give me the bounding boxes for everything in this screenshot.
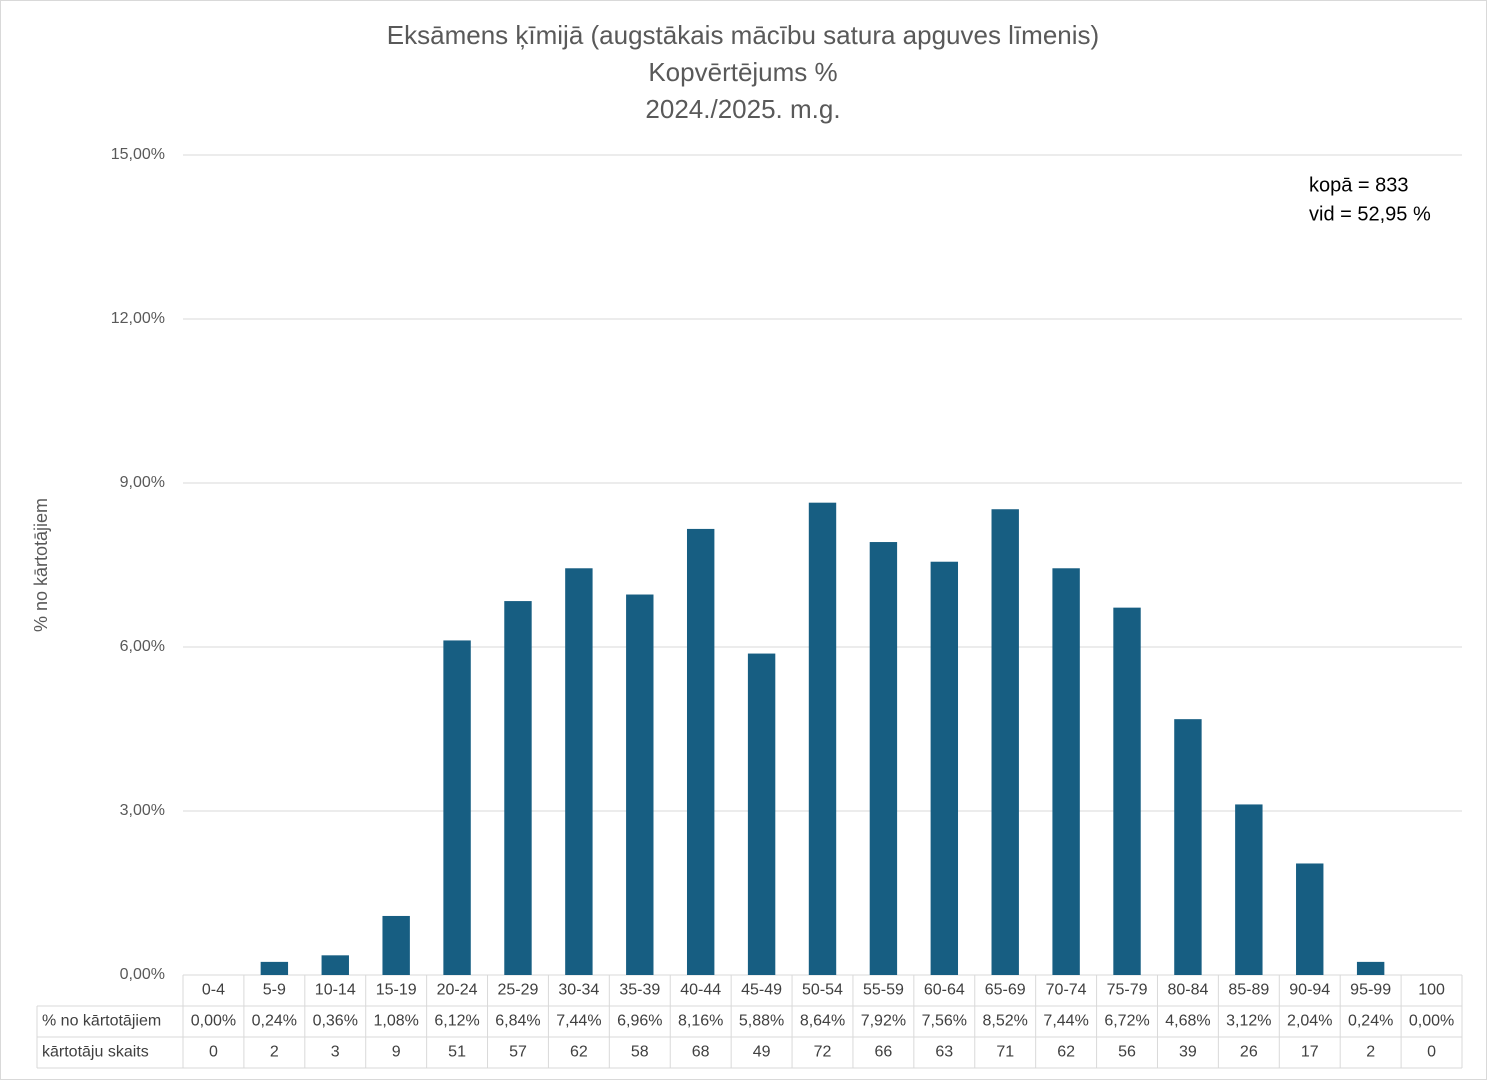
table-cell: 57 [509, 1044, 527, 1061]
x-tick-label: 80-84 [1167, 982, 1208, 999]
table-cell: 2,04% [1287, 1013, 1332, 1030]
table-cell: 3 [331, 1044, 340, 1061]
y-tick-label: 12,00% [111, 310, 165, 327]
table-cell: 6,12% [434, 1013, 479, 1030]
x-tick-label: 30-34 [558, 982, 599, 999]
table-cell: 6,72% [1104, 1013, 1149, 1030]
table-cell: 6,84% [495, 1013, 540, 1030]
x-tick-label: 65-69 [985, 982, 1026, 999]
table-cell: 7,44% [556, 1013, 601, 1030]
bar [1356, 961, 1385, 975]
y-tick-label: 6,00% [120, 638, 165, 655]
bar [1296, 863, 1324, 975]
table-cell: 4,68% [1165, 1013, 1210, 1030]
table-cell: 1,08% [373, 1013, 418, 1030]
chart-title: Eksāmens ķīmijā (augstākais mācību satur… [387, 20, 1099, 50]
bar [1113, 607, 1141, 975]
annotation: vid = 52,95 % [1309, 203, 1431, 225]
annotation: kopā = 833 [1309, 174, 1409, 196]
table-cell: 49 [753, 1044, 771, 1061]
table-cell: 0,36% [313, 1013, 358, 1030]
x-tick-label: 20-24 [437, 982, 478, 999]
table-cell: 0,00% [1409, 1013, 1454, 1030]
x-tick-label: 85-89 [1228, 982, 1269, 999]
x-tick-label: 35-39 [619, 982, 660, 999]
table-cell: 72 [814, 1044, 832, 1061]
x-tick-label: 100 [1418, 982, 1445, 999]
bar [382, 915, 410, 975]
bar [626, 594, 654, 975]
table-cell: 0,24% [252, 1013, 297, 1030]
x-tick-label: 95-99 [1350, 982, 1391, 999]
table-cell: 0 [209, 1044, 218, 1061]
x-tick-label: 45-49 [741, 982, 782, 999]
x-tick-label: 0-4 [202, 982, 225, 999]
x-tick-label: 70-74 [1046, 982, 1087, 999]
table-cell: 63 [935, 1044, 953, 1061]
bar [260, 961, 289, 975]
bar [565, 568, 593, 975]
bar [443, 640, 471, 975]
table-cell: 8,16% [678, 1013, 723, 1030]
table-cell: 0,00% [191, 1013, 236, 1030]
bar [321, 955, 349, 975]
table-cell: 7,44% [1043, 1013, 1088, 1030]
x-tick-label: 10-14 [315, 982, 356, 999]
table-cell: 26 [1240, 1044, 1258, 1061]
x-tick-label: 5-9 [263, 982, 286, 999]
chart-title: 2024./2025. m.g. [645, 94, 840, 124]
bar [686, 528, 715, 975]
bar [869, 542, 898, 975]
y-tick-label: 0,00% [120, 966, 165, 983]
bar [504, 601, 532, 975]
table-cell: 9 [392, 1044, 401, 1061]
bar [747, 653, 776, 975]
table-cell: 5,88% [739, 1013, 784, 1030]
table-cell: 2 [270, 1044, 279, 1061]
bar [991, 509, 1019, 975]
table-cell: 7,92% [861, 1013, 906, 1030]
table-cell: 71 [996, 1044, 1014, 1061]
bar [1235, 804, 1263, 975]
x-tick-label: 50-54 [802, 982, 843, 999]
x-tick-label: 40-44 [680, 982, 721, 999]
table-cell: 68 [692, 1044, 710, 1061]
bar [930, 561, 959, 975]
table-cell: 8,64% [800, 1013, 845, 1030]
table-cell: 62 [1057, 1044, 1075, 1061]
x-tick-label: 25-29 [498, 982, 539, 999]
table-cell: 7,56% [922, 1013, 967, 1030]
table-cell: 62 [570, 1044, 588, 1061]
x-tick-label: 75-79 [1107, 982, 1148, 999]
row-label: kārtotāju skaits [42, 1044, 149, 1061]
bar [808, 502, 837, 975]
x-tick-label: 60-64 [924, 982, 965, 999]
bar [1052, 568, 1080, 975]
y-tick-label: 9,00% [120, 474, 165, 491]
table-cell: 51 [448, 1044, 466, 1061]
table-cell: 56 [1118, 1044, 1136, 1061]
y-tick-label: 15,00% [111, 146, 165, 163]
table-cell: 0,24% [1348, 1013, 1393, 1030]
table-cell: 39 [1179, 1044, 1197, 1061]
table-cell: 17 [1301, 1044, 1319, 1061]
table-cell: 6,96% [617, 1013, 662, 1030]
x-tick-label: 15-19 [376, 982, 417, 999]
table-cell: 66 [875, 1044, 893, 1061]
table-cell: 58 [631, 1044, 649, 1061]
bar [1174, 719, 1202, 975]
table-cell: 3,12% [1226, 1013, 1271, 1030]
table-cell: 2 [1366, 1044, 1375, 1061]
legend-label: % no kārtotājiem [42, 1013, 161, 1030]
y-tick-label: 3,00% [120, 802, 165, 819]
table-cell: 8,52% [983, 1013, 1028, 1030]
x-tick-label: 55-59 [863, 982, 904, 999]
chart-title: Kopvērtējums % [648, 57, 837, 87]
x-tick-label: 90-94 [1289, 982, 1330, 999]
table-cell: 0 [1427, 1044, 1436, 1061]
y-axis-label: % no kārtotājiem [31, 498, 51, 632]
